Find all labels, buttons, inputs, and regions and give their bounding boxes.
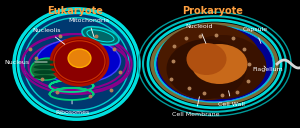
- Text: Flagellum: Flagellum: [252, 66, 283, 72]
- Text: Cell Membrane: Cell Membrane: [172, 97, 220, 116]
- Ellipse shape: [191, 44, 248, 84]
- Ellipse shape: [31, 58, 62, 80]
- Ellipse shape: [34, 65, 56, 69]
- Ellipse shape: [68, 49, 91, 67]
- Ellipse shape: [167, 39, 247, 99]
- Ellipse shape: [156, 26, 273, 102]
- Text: Ribosomes: Ribosomes: [55, 101, 89, 115]
- Ellipse shape: [18, 13, 135, 115]
- Ellipse shape: [152, 24, 277, 104]
- Text: Mitochondria: Mitochondria: [68, 18, 109, 37]
- Text: Eukaryote: Eukaryote: [47, 6, 103, 16]
- Ellipse shape: [187, 43, 226, 75]
- Text: Nucleoid: Nucleoid: [185, 24, 212, 43]
- Text: Cell Wall: Cell Wall: [218, 91, 245, 106]
- Ellipse shape: [34, 70, 56, 74]
- Ellipse shape: [34, 75, 56, 79]
- Text: Prokaryote: Prokaryote: [183, 6, 243, 16]
- Ellipse shape: [37, 39, 121, 83]
- Ellipse shape: [158, 24, 262, 100]
- Text: Nucleus: Nucleus: [4, 60, 47, 65]
- Ellipse shape: [34, 60, 56, 64]
- Ellipse shape: [51, 38, 108, 85]
- Text: Nucleolis: Nucleolis: [32, 28, 65, 44]
- Text: Capsule: Capsule: [243, 28, 268, 43]
- Ellipse shape: [178, 35, 266, 99]
- Ellipse shape: [82, 27, 119, 45]
